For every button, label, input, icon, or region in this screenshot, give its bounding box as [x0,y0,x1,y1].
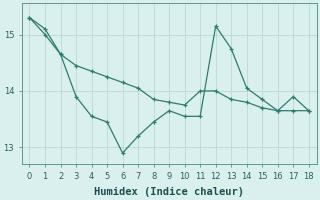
X-axis label: Humidex (Indice chaleur): Humidex (Indice chaleur) [94,186,244,197]
